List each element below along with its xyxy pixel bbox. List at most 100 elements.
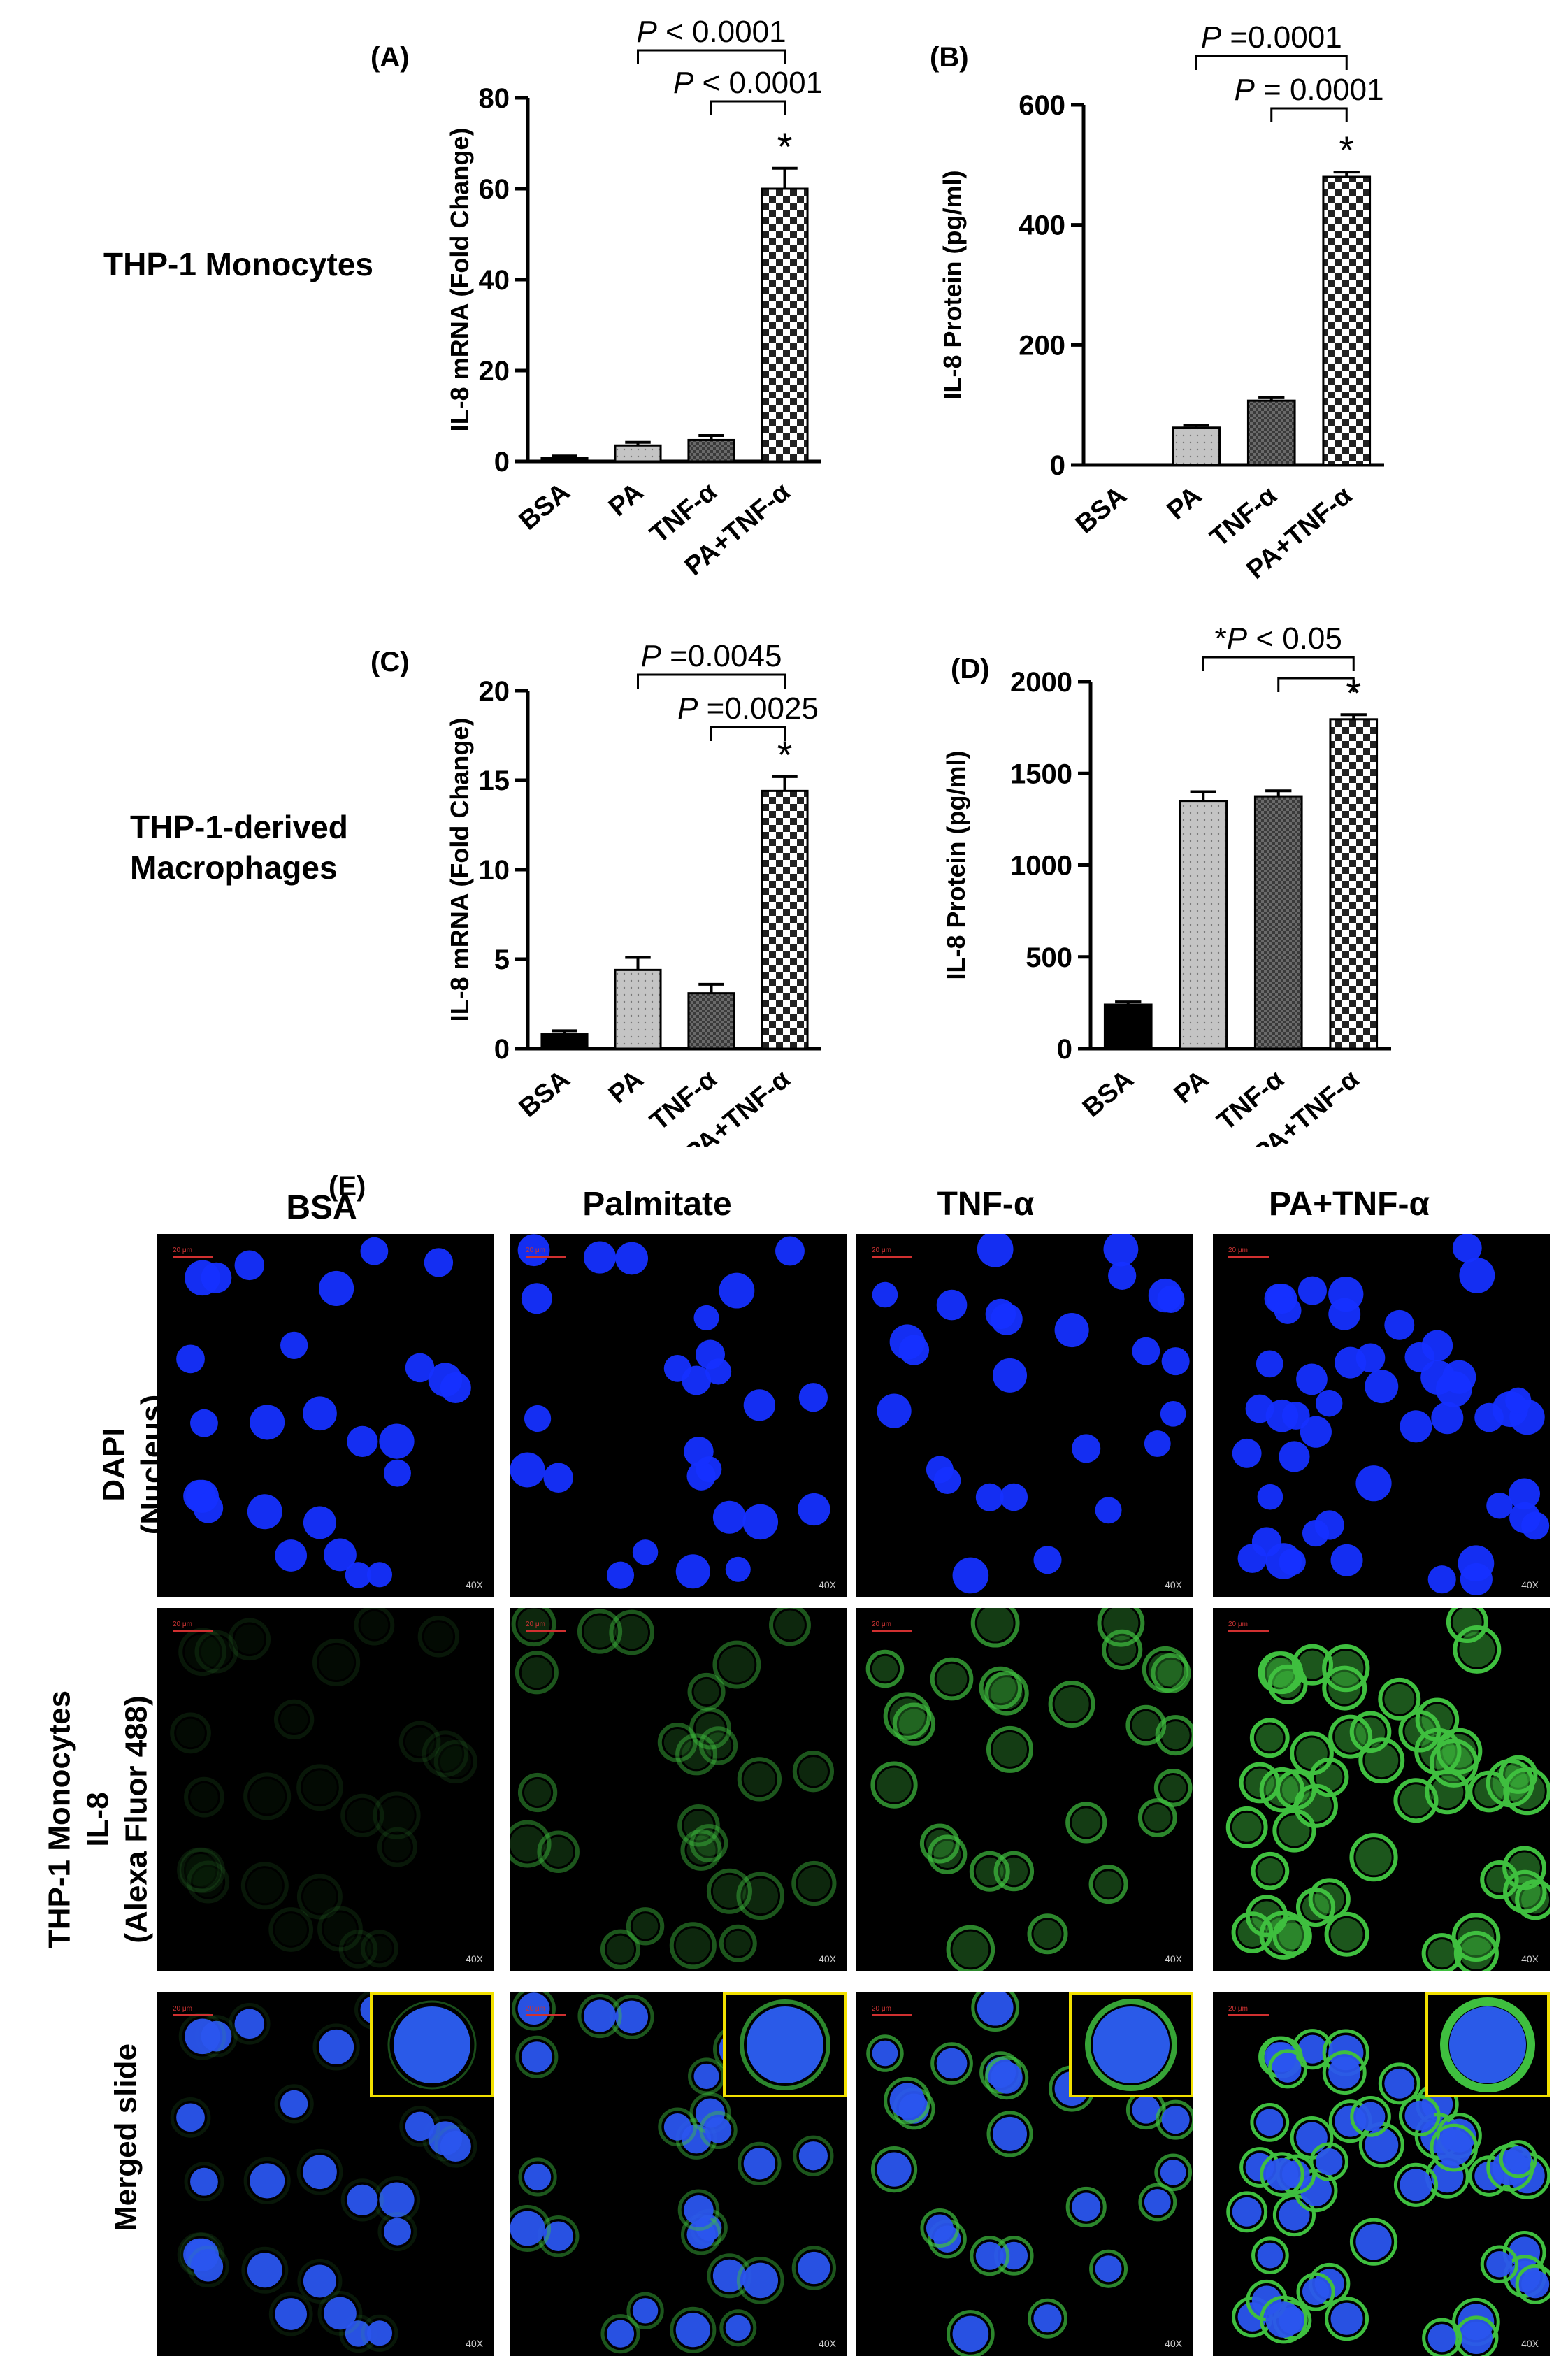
image-row-label-il8-line2: IL-8 (80, 1792, 115, 1847)
magnification-label: 40X (1165, 1579, 1182, 1590)
bar (540, 457, 589, 463)
p-value-label: P = 0.0001 (1234, 73, 1383, 107)
scale-bar: 20 μm (526, 1621, 566, 1632)
scale-bar: 20 μm (1228, 2005, 1269, 2016)
zoom-inset (723, 1992, 847, 2097)
scale-bar-line (1228, 1256, 1269, 1258)
y-axis-label: IL-8 mRNA (Fold Change) (445, 718, 474, 1022)
micrograph-image (872, 1234, 1190, 1594)
micrograph-r1-c4: 20 μm 40X (1213, 1234, 1550, 1597)
x-tick-label: BSA (514, 477, 575, 536)
micrograph-image (1225, 1608, 1550, 1971)
significance-bracket (1270, 107, 1348, 122)
scale-bar-line (173, 2014, 213, 2016)
y-axis-label: IL-8 mRNA (Fold Change) (445, 128, 474, 432)
scale-bar-line (526, 2014, 566, 2016)
micrograph-image (510, 1608, 837, 1969)
y-tick-label: 2000 (1010, 667, 1072, 698)
micrograph-image (510, 1234, 830, 1589)
bar (1322, 175, 1372, 466)
x-tick-label: BSA (1077, 1065, 1139, 1123)
p-value-label: P =0.0001 (1201, 20, 1342, 55)
panel-letter: (C) (371, 647, 410, 677)
micrograph-r3-c2: 20 μm 40X (510, 1992, 847, 2356)
bar (540, 1033, 589, 1050)
panel-letter: (D) (951, 654, 990, 684)
bar (687, 438, 735, 463)
micrograph-r2-c2: 20 μm 40X (510, 1608, 847, 1971)
magnification-label: 40X (466, 1953, 483, 1964)
magnification-label: 40X (819, 1579, 836, 1590)
scale-bar-label: 20 μm (1228, 1247, 1248, 1254)
y-tick-label: 500 (1026, 942, 1072, 973)
significance-bracket (1277, 677, 1355, 692)
scale-bar-line (1228, 1630, 1269, 1632)
scale-bar-label: 20 μm (1228, 2005, 1248, 2013)
scale-bar-line (173, 1256, 213, 1258)
scale-bar-line (526, 1256, 566, 1258)
significance-star: * (1339, 128, 1354, 172)
scale-bar: 20 μm (1228, 1247, 1269, 1258)
micrograph-r1-c2: 20 μm 40X (510, 1234, 847, 1597)
y-axis-label: IL-8 Protein (pg/ml) (942, 751, 970, 980)
image-row-label-merged: Merged slide (108, 2043, 143, 2232)
y-tick-label: 10 (479, 855, 510, 886)
scale-bar-label: 20 μm (173, 1247, 192, 1254)
zoom-inset (1069, 1992, 1193, 2097)
significance-star: * (1346, 670, 1361, 714)
scale-bar-label: 20 μm (872, 1621, 891, 1628)
bar (1103, 1003, 1153, 1050)
scale-bar-label: 20 μm (872, 1247, 891, 1254)
p-value-label: P =0.0045 (641, 639, 782, 673)
panel-letter-e: (E) (329, 1171, 366, 1202)
zoom-inset (370, 1992, 494, 2097)
bar (761, 789, 809, 1050)
y-tick-label: 15 (479, 766, 510, 796)
column-header-pa-tnf: PA+TNF-α (1269, 1186, 1430, 1223)
magnification-label: 40X (819, 2338, 836, 2349)
micrograph-image (170, 1608, 477, 1969)
micrograph-r3-c3: 20 μm 40X (856, 1992, 1193, 2356)
magnification-label: 40X (466, 2338, 483, 2349)
scale-bar: 20 μm (526, 1247, 566, 1258)
scale-bar-line (1228, 2014, 1269, 2016)
zoom-inset (1425, 1992, 1550, 2097)
y-axis-label: IL-8 Protein (pg/ml) (938, 171, 967, 400)
bar (1246, 399, 1296, 466)
scale-bar-line (872, 2014, 912, 2016)
micrograph-r2-c3: 20 μm 40X (856, 1608, 1193, 1971)
micrograph-r2-c1: 20 μm 40X (157, 1608, 494, 1971)
bar (1172, 426, 1221, 466)
significance-bracket (637, 49, 786, 64)
y-tick-label: 1000 (1010, 851, 1072, 882)
micrograph-r2-c4: 20 μm 40X (1213, 1608, 1550, 1971)
magnification-label: 40X (466, 1579, 483, 1590)
p-value-label: *P < 0.05 (1215, 622, 1342, 656)
magnification-label: 40X (1165, 2338, 1182, 2349)
scale-bar: 20 μm (872, 1247, 912, 1258)
y-tick-label: 20 (479, 356, 510, 387)
scale-bar-line (872, 1630, 912, 1632)
x-tick-label: BSA (514, 1065, 575, 1123)
magnification-label: 40X (1521, 1579, 1539, 1590)
significance-bracket (1195, 55, 1348, 70)
zoom-inset-image (1085, 1999, 1177, 2091)
row-label-macrophages: THP-1-derived Macrophages (130, 807, 348, 888)
chart-panel-d: (D) 0 500 1000 1500 2000 IL-8 Protein (pg/ml) B… (942, 622, 1391, 1147)
panel-letter: (B) (930, 42, 969, 73)
p-value-label: P < 0.0001 (673, 66, 823, 100)
bar (614, 444, 662, 463)
y-tick-label: 80 (479, 83, 510, 114)
magnification-label: 40X (1521, 2338, 1539, 2349)
bar (614, 968, 662, 1050)
micrograph-image (170, 1992, 477, 2353)
magnification-label: 40X (819, 1953, 836, 1964)
scale-bar-label: 20 μm (173, 2005, 192, 2013)
scale-bar: 20 μm (173, 2005, 213, 2016)
y-tick-label: 40 (479, 265, 510, 296)
scale-bar-line (872, 1256, 912, 1258)
micrograph-r3-c1: 20 μm 40X (157, 1992, 494, 2356)
row-label-monocytes: THP-1 Monocytes (103, 246, 373, 282)
x-tick-label: BSA (1070, 481, 1132, 540)
